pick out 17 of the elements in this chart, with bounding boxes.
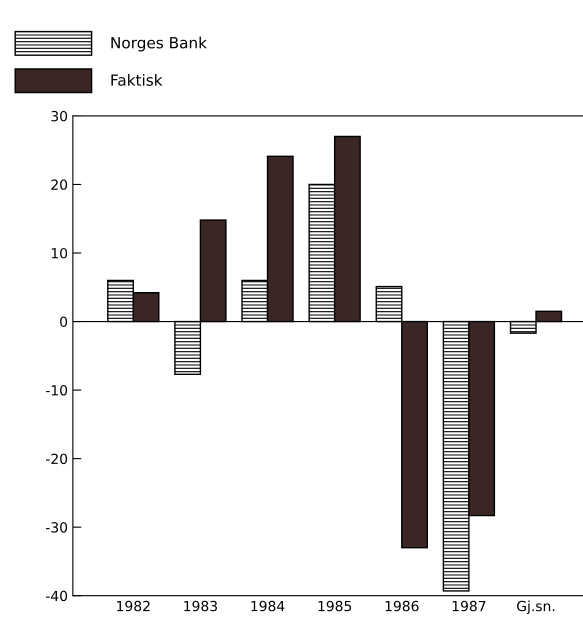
x-tick-label: 1986	[386, 600, 419, 612]
y-tick-label: -40	[46, 590, 68, 602]
y-tick-label: 10	[52, 248, 68, 258]
y-tick-label: 20	[51, 179, 68, 190]
x-tick-label: 1983	[184, 600, 217, 612]
y-tick-label: -20	[46, 454, 68, 464]
x-tick-label: 1987	[452, 600, 486, 612]
y-tick-label: -30	[46, 522, 68, 533]
x-tick-label: 1984	[251, 600, 284, 612]
x-tick-label: 1982	[117, 600, 150, 612]
y-tick-label: -10	[46, 385, 68, 396]
y-tick-label: 0	[60, 316, 68, 328]
y-tick-label: 30	[51, 110, 68, 122]
legend-label: Faktisk	[111, 74, 163, 86]
legend-label: Norges Bank	[111, 36, 207, 52]
x-tick-label: 1985	[318, 600, 352, 612]
x-tick-label: Gj.sn.	[517, 600, 554, 614]
